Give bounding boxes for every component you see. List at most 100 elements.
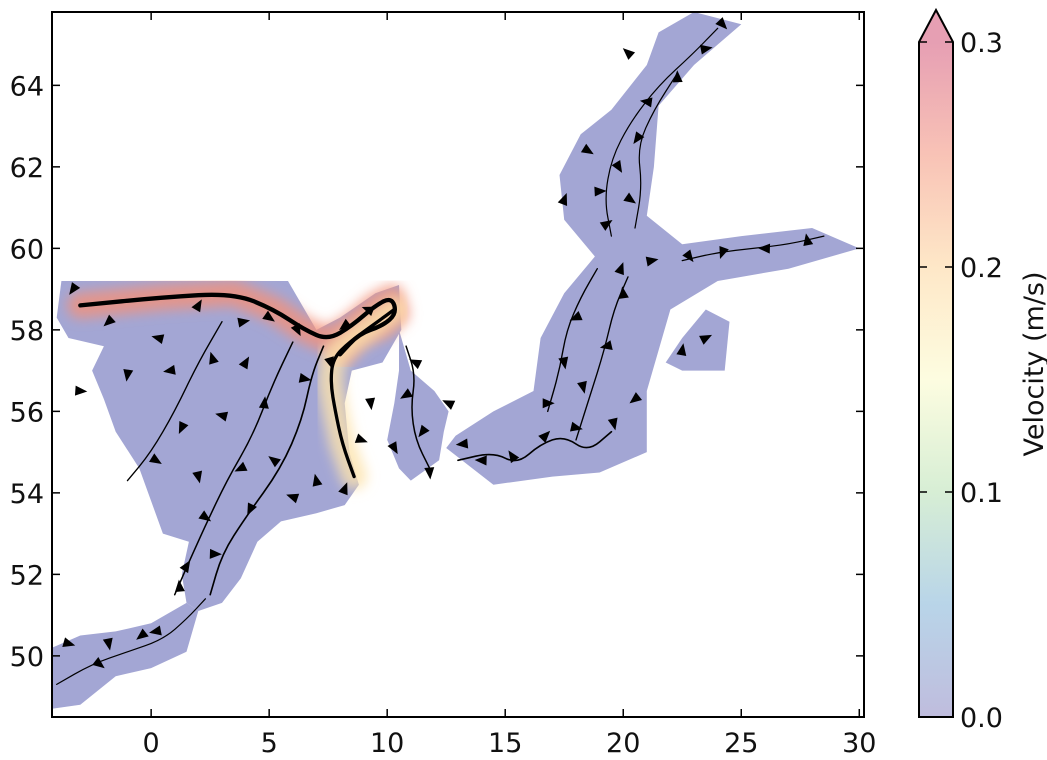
y-tick-label: 62 <box>10 153 44 184</box>
direction-marker <box>237 317 251 328</box>
direction-marker <box>74 385 88 396</box>
colorbar: 0.0 0.1 0.2 0.3 Velocity (m/s) <box>918 7 1047 734</box>
y-tick-label: 50 <box>10 642 44 673</box>
x-tick-label: 20 <box>606 728 640 759</box>
y-tick-label: 52 <box>10 560 44 591</box>
region-baltic-proper <box>446 12 860 485</box>
colorbar-tick-label: 0.2 <box>960 253 1003 284</box>
direction-marker <box>682 249 694 263</box>
colorbar-tick-label: 0.1 <box>960 478 1003 509</box>
x-tick-label: 5 <box>261 728 278 759</box>
direction-marker <box>103 314 116 327</box>
direction-marker <box>611 160 623 173</box>
colorbar-label: Velocity (m/s) <box>1019 271 1047 456</box>
region-gulf-of-riga <box>665 309 730 371</box>
direction-marker <box>174 579 185 593</box>
direction-marker <box>92 656 105 669</box>
direction-marker <box>538 430 551 443</box>
direction-marker <box>645 256 659 267</box>
direction-marker <box>102 637 113 651</box>
direction-marker <box>569 310 583 321</box>
direction-marker <box>757 243 771 254</box>
streamline-bothnian-sea <box>605 27 719 237</box>
x-tick-label: 0 <box>143 728 160 759</box>
direction-marker <box>599 340 613 350</box>
direction-markers <box>62 17 814 669</box>
direction-marker <box>387 441 398 455</box>
direction-marker <box>455 438 469 449</box>
direction-marker <box>136 628 149 640</box>
direction-marker <box>215 411 229 422</box>
direction-marker <box>400 388 413 399</box>
direction-marker <box>312 473 323 487</box>
y-tick-label: 64 <box>10 71 44 102</box>
direction-marker <box>508 450 520 464</box>
direction-marker <box>442 400 456 410</box>
direction-marker <box>268 456 281 468</box>
direction-marker <box>558 356 569 370</box>
direction-marker <box>192 470 203 484</box>
streamline-channel-flow <box>56 598 207 686</box>
streamline-central-north-sea <box>209 345 325 596</box>
colorbar-tick-label: 0.3 <box>960 28 1003 59</box>
direction-marker <box>286 493 300 504</box>
direction-marker <box>338 482 348 496</box>
direction-marker <box>580 143 594 155</box>
direction-marker <box>198 510 212 522</box>
direction-marker <box>361 306 375 316</box>
streamline-kattegat-flow <box>405 345 431 470</box>
direction-marker <box>247 502 257 516</box>
direction-marker <box>178 421 189 435</box>
direction-marker <box>69 282 81 295</box>
direction-marker <box>607 417 618 431</box>
direction-marker <box>622 48 636 60</box>
y-tick-label: 56 <box>10 397 44 428</box>
x-tick-label: 15 <box>488 728 522 759</box>
direction-marker <box>424 467 435 480</box>
direction-marker <box>339 318 352 331</box>
direction-marker <box>290 323 301 337</box>
direction-marker <box>258 396 269 409</box>
direction-marker <box>623 192 637 204</box>
direction-marker <box>672 70 683 83</box>
y-tick-label: 60 <box>10 234 44 265</box>
direction-marker <box>324 356 334 370</box>
direction-marker <box>209 548 222 559</box>
direction-marker <box>676 343 687 356</box>
direction-marker <box>803 233 814 247</box>
direction-marker <box>123 368 134 382</box>
direction-marker <box>639 97 653 108</box>
streamline-western-gotland <box>547 268 598 413</box>
streamline-jutland-coastal-current <box>329 307 396 479</box>
direction-marker <box>62 637 76 648</box>
direction-marker <box>474 455 487 466</box>
direction-marker <box>163 364 176 375</box>
direction-marker <box>629 392 643 404</box>
y-tick-label: 58 <box>10 316 44 347</box>
direction-marker <box>298 372 312 383</box>
y-tick-label: 54 <box>10 479 44 510</box>
direction-marker <box>557 192 568 206</box>
direction-marker <box>594 186 607 197</box>
direction-marker <box>699 44 713 55</box>
direction-marker <box>699 334 713 345</box>
direction-marker <box>715 17 728 30</box>
colorbar-ticks: 0.0 0.1 0.2 0.3 <box>919 28 1003 734</box>
region-baltic-sea <box>387 329 449 481</box>
region-north-sea <box>56 281 402 611</box>
direction-marker <box>149 625 162 636</box>
x-axis-ticks: 0 5 10 15 20 25 30 <box>143 12 876 759</box>
streamline-scottish-coastal <box>126 321 223 482</box>
colorbar-gradient <box>919 42 953 717</box>
direction-marker <box>577 380 587 394</box>
direction-marker <box>633 131 645 145</box>
direction-marker <box>234 461 248 472</box>
direction-marker <box>262 310 275 322</box>
direction-marker <box>149 453 162 465</box>
x-tick-label: 10 <box>370 728 404 759</box>
region-english-channel <box>52 602 199 709</box>
sea-regions <box>52 12 860 709</box>
map-plot-area: 0 5 10 15 20 25 30 50 52 54 56 58 60 62 64 <box>10 11 876 759</box>
direction-marker <box>365 397 376 411</box>
